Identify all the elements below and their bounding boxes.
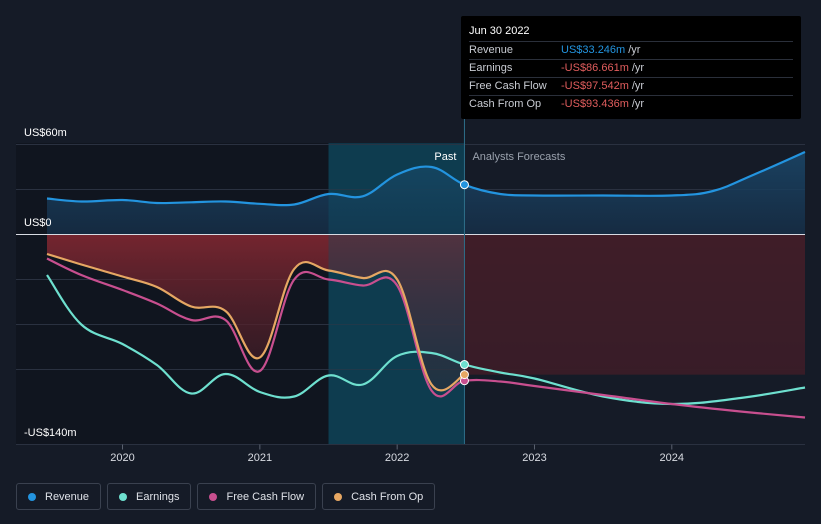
tooltip-row-revenue: Revenue US$33.246m /yr <box>469 41 793 59</box>
revenue-marker <box>459 180 469 190</box>
legend-label: Earnings <box>136 490 180 503</box>
area-fills <box>47 144 805 445</box>
legend-free-cash-flow[interactable]: Free Cash Flow <box>197 483 317 510</box>
series-lines <box>46 150 806 419</box>
tooltip-row-free-cash-flow: Free Cash Flow -US$97.542m /yr <box>469 77 793 95</box>
free-cash-flow-line <box>46 257 806 419</box>
cash-from-op-line <box>46 252 465 392</box>
legend-dot-icon <box>119 492 128 501</box>
earnings-line <box>46 274 806 406</box>
x-tick-label: 2020 <box>110 452 134 464</box>
legend-dot-icon <box>28 492 36 501</box>
past-highlight-overlay <box>328 144 465 445</box>
y-label-top: US$60m <box>24 127 67 139</box>
tooltip-date: Jun 30 2022 <box>469 25 530 37</box>
tooltip-label: Revenue <box>469 44 514 56</box>
tooltip-value: -US$97.542m <box>561 80 629 92</box>
legend-earnings[interactable]: Earnings <box>107 483 192 510</box>
legend-label: Cash From Op <box>351 490 424 503</box>
tooltip-value: US$33.246m <box>561 44 626 56</box>
earnings-marker <box>459 360 469 370</box>
tooltip-label: Free Cash Flow <box>469 80 547 92</box>
tooltip-row-cash-from-op: Cash From Op -US$93.436m /yr <box>469 95 793 113</box>
y-label-zero: US$0 <box>24 217 52 229</box>
tooltip-unit: /yr <box>631 62 645 74</box>
tooltip-row-earnings: Earnings -US$86.661m /yr <box>469 59 793 77</box>
x-axis: 2020 2021 2022 2023 2024 <box>16 444 805 464</box>
x-tick-label: 2022 <box>385 452 409 464</box>
tooltip-unit: /yr <box>628 44 641 56</box>
legend-revenue[interactable]: Revenue <box>16 483 102 510</box>
x-tick-label: 2021 <box>248 452 272 464</box>
tooltip-value: -US$93.436m <box>561 98 629 110</box>
legend-dot-icon <box>209 492 218 501</box>
legend-label: Free Cash Flow <box>226 490 305 503</box>
x-tick-label: 2024 <box>660 452 684 464</box>
past-label: Past <box>434 151 456 163</box>
tooltip-markers <box>459 180 469 386</box>
legend-cash-from-op[interactable]: Cash From Op <box>322 483 436 510</box>
tooltip-unit: /yr <box>631 98 645 110</box>
revenue-area <box>47 152 805 235</box>
forecast-negative-area <box>464 234 805 375</box>
y-label-bottom: -US$140m <box>24 427 77 439</box>
x-tick-label: 2023 <box>522 452 546 464</box>
legend-label: Revenue <box>45 490 90 503</box>
forecast-label: Analysts Forecasts <box>472 151 565 163</box>
legend-dot-icon <box>334 492 343 501</box>
tooltip-label: Cash From Op <box>469 98 542 110</box>
tooltip-label: Earnings <box>469 62 513 74</box>
tooltip-value: -US$86.661m <box>561 62 629 74</box>
revenue-line <box>46 150 806 207</box>
cash-from-op-marker <box>459 370 469 380</box>
data-tooltip: Jun 30 2022 Revenue US$33.246m /yr Earni… <box>461 16 801 119</box>
chart-legend: Revenue Earnings Free Cash Flow Cash Fro… <box>16 483 436 510</box>
tooltip-unit: /yr <box>631 80 645 92</box>
